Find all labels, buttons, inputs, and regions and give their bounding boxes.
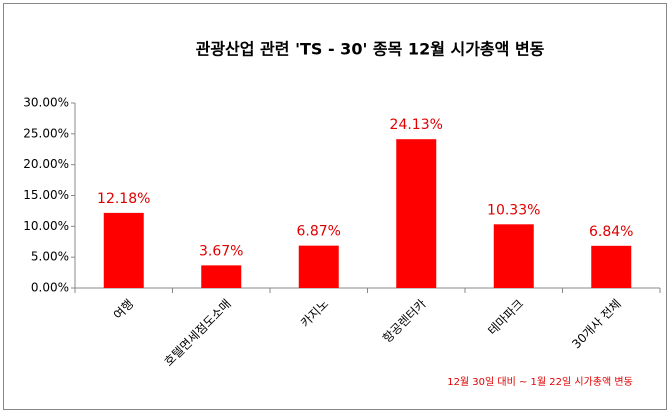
annotation: 12월 30일 대비 ~ 1월 22일 시가총액 변동: [447, 376, 633, 388]
chart-border: [3, 3, 667, 410]
y-tick-label: 5.00%: [31, 250, 69, 264]
value-label: 6.84%: [589, 224, 633, 240]
bar: [396, 139, 437, 288]
bar: [201, 265, 242, 288]
y-tick-label: 25.00%: [23, 126, 69, 140]
bar: [103, 212, 144, 288]
value-label: 6.87%: [297, 224, 341, 240]
y-tick-label: 0.00%: [31, 281, 69, 295]
chart-title: 관광산업 관련 'TS - 30' 종목 12월 시가총액 변동: [196, 40, 545, 59]
value-label: 24.13%: [390, 117, 443, 133]
bar: [493, 224, 534, 288]
value-label: 10.33%: [487, 202, 540, 218]
y-tick-label: 10.00%: [23, 219, 69, 233]
bar: [298, 245, 339, 288]
value-label: 3.67%: [199, 243, 243, 259]
bar: [591, 245, 632, 288]
y-tick-label: 15.00%: [23, 188, 69, 202]
value-label: 12.18%: [97, 191, 150, 207]
y-tick-label: 20.00%: [23, 157, 69, 171]
y-tick-label: 30.00%: [23, 96, 69, 110]
